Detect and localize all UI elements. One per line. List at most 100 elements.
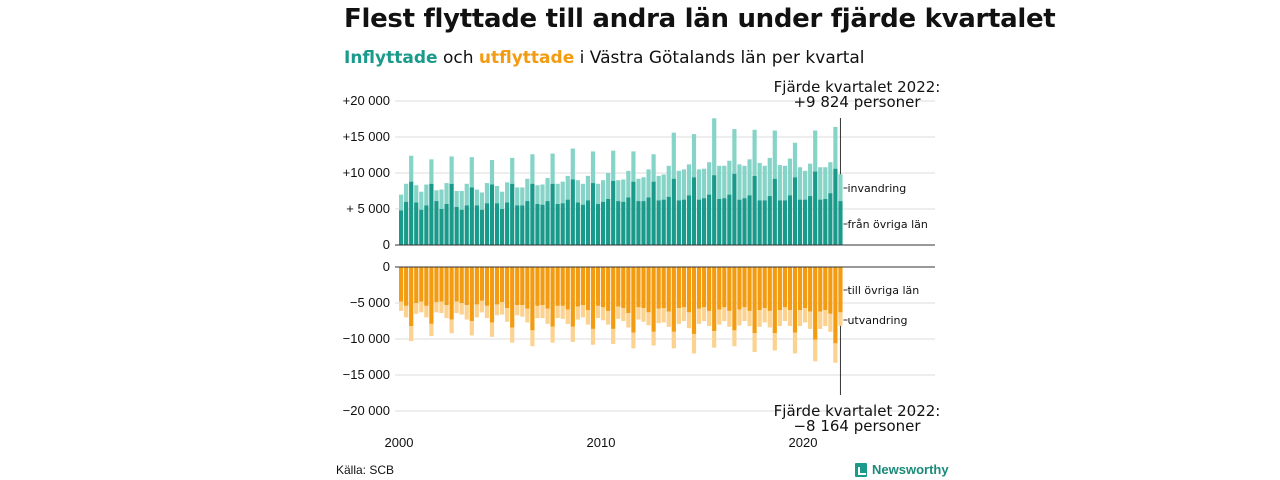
x-tick-label: 2020: [789, 435, 818, 450]
bar-till-ovriga-lan: [838, 267, 843, 313]
bar-invandring: [510, 157, 515, 184]
bar-invandring: [787, 158, 793, 196]
bar-till-ovriga-lan: [747, 267, 752, 311]
y-tick-label-bottom: −5 000: [350, 295, 390, 310]
bar-utvandring: [712, 331, 717, 348]
bar-utvandring: [631, 332, 636, 349]
bar-fran-ovriga-lan: [681, 199, 686, 245]
bar-fran-ovriga-lan: [611, 180, 616, 245]
bar-fran-ovriga-lan: [570, 179, 575, 245]
bar-invandring: [777, 165, 782, 201]
bar-invandring: [454, 191, 459, 207]
bar-fran-ovriga-lan: [434, 201, 439, 245]
bar-invandring: [484, 183, 490, 204]
bar-fran-ovriga-lan: [595, 203, 601, 245]
bar-till-ovriga-lan: [676, 267, 681, 309]
bar-till-ovriga-lan: [787, 267, 793, 311]
bar-fran-ovriga-lan: [459, 209, 464, 245]
bar-till-ovriga-lan: [777, 267, 782, 311]
bar-till-ovriga-lan: [732, 267, 737, 331]
bar-fran-ovriga-lan: [641, 201, 646, 245]
bar-fran-ovriga-lan: [580, 204, 585, 245]
bar-utvandring: [414, 303, 419, 314]
bar-till-ovriga-lan: [808, 267, 813, 312]
bar-utvandring: [691, 333, 697, 354]
bar-utvandring: [505, 308, 510, 322]
y-tick-label-top: +10 000: [343, 165, 390, 180]
bar-till-ovriga-lan: [671, 267, 676, 332]
bar-fran-ovriga-lan: [439, 209, 444, 245]
bar-utvandring: [419, 301, 424, 313]
bar-fran-ovriga-lan: [636, 201, 641, 245]
bar-till-ovriga-lan: [520, 267, 525, 306]
bar-till-ovriga-lan: [409, 267, 414, 327]
bar-utvandring: [626, 313, 631, 328]
bar-invandring: [631, 151, 636, 182]
bar-utvandring: [434, 302, 439, 313]
bar-till-ovriga-lan: [797, 267, 803, 311]
bar-utvandring: [707, 310, 712, 327]
bar-fran-ovriga-lan: [752, 175, 757, 245]
y-tick-label-top: +20 000: [343, 93, 390, 108]
bar-fran-ovriga-lan: [505, 202, 510, 245]
series-label-in-light: invandring: [847, 182, 906, 195]
bar-utvandring: [469, 321, 474, 336]
subtitle-mid: och: [437, 48, 479, 68]
bar-invandring: [813, 130, 818, 172]
bar-utvandring: [520, 305, 525, 317]
y-tick-label-top: 0: [383, 237, 390, 252]
bar-till-ovriga-lan: [434, 267, 439, 303]
bar-invandring: [399, 194, 404, 211]
bar-invandring: [565, 175, 570, 200]
bar-utvandring: [737, 309, 742, 326]
bar-invandring: [742, 165, 747, 199]
bar-fran-ovriga-lan: [474, 205, 479, 245]
bar-fran-ovriga-lan: [454, 206, 459, 245]
annotation-bottom-line1: Fjärde kvartalet 2022:: [774, 402, 941, 420]
bar-till-ovriga-lan: [530, 267, 535, 331]
bar-utvandring: [797, 310, 803, 327]
bar-utvandring: [661, 308, 666, 323]
bar-invandring: [474, 189, 479, 206]
newsworthy-logo: Newsworthy: [855, 462, 949, 477]
bar-till-ovriga-lan: [762, 267, 767, 309]
bar-invandring: [535, 185, 540, 204]
bar-invandring: [500, 191, 505, 209]
bar-till-ovriga-lan: [752, 267, 757, 334]
bar-fran-ovriga-lan: [792, 177, 798, 245]
bar-utvandring: [621, 308, 626, 321]
bar-till-ovriga-lan: [606, 267, 611, 311]
bar-invandring: [636, 178, 641, 202]
bar-fran-ovriga-lan: [590, 183, 596, 245]
bar-utvandring: [676, 308, 681, 324]
bar-till-ovriga-lan: [631, 267, 636, 333]
bar-invandring: [782, 165, 787, 201]
bar-utvandring: [606, 310, 611, 325]
bar-utvandring: [646, 312, 651, 326]
bar-invandring: [797, 167, 803, 200]
bar-fran-ovriga-lan: [419, 209, 424, 245]
series-label-out-dark: till övriga län: [847, 284, 919, 297]
bar-invandring: [838, 174, 843, 202]
bar-utvandring: [757, 310, 762, 327]
bar-invandring: [767, 157, 772, 197]
bar-utvandring: [459, 303, 464, 315]
bar-till-ovriga-lan: [414, 267, 419, 303]
bar-utvandring: [752, 333, 757, 352]
bar-till-ovriga-lan: [641, 267, 646, 309]
y-tick-label-bottom: −20 000: [343, 403, 390, 418]
bar-till-ovriga-lan: [702, 267, 707, 308]
bar-fran-ovriga-lan: [787, 195, 793, 245]
bar-till-ovriga-lan: [419, 267, 424, 302]
bar-till-ovriga-lan: [833, 267, 838, 344]
bar-invandring: [757, 162, 762, 201]
bar-invandring: [515, 187, 520, 206]
bar-utvandring: [611, 328, 616, 345]
bar-utvandring: [399, 301, 404, 311]
bar-till-ovriga-lan: [803, 267, 808, 309]
bar-till-ovriga-lan: [500, 267, 505, 303]
bar-fran-ovriga-lan: [626, 197, 631, 245]
bar-fran-ovriga-lan: [702, 198, 707, 245]
bar-till-ovriga-lan: [813, 267, 818, 340]
bar-utvandring: [616, 306, 621, 319]
